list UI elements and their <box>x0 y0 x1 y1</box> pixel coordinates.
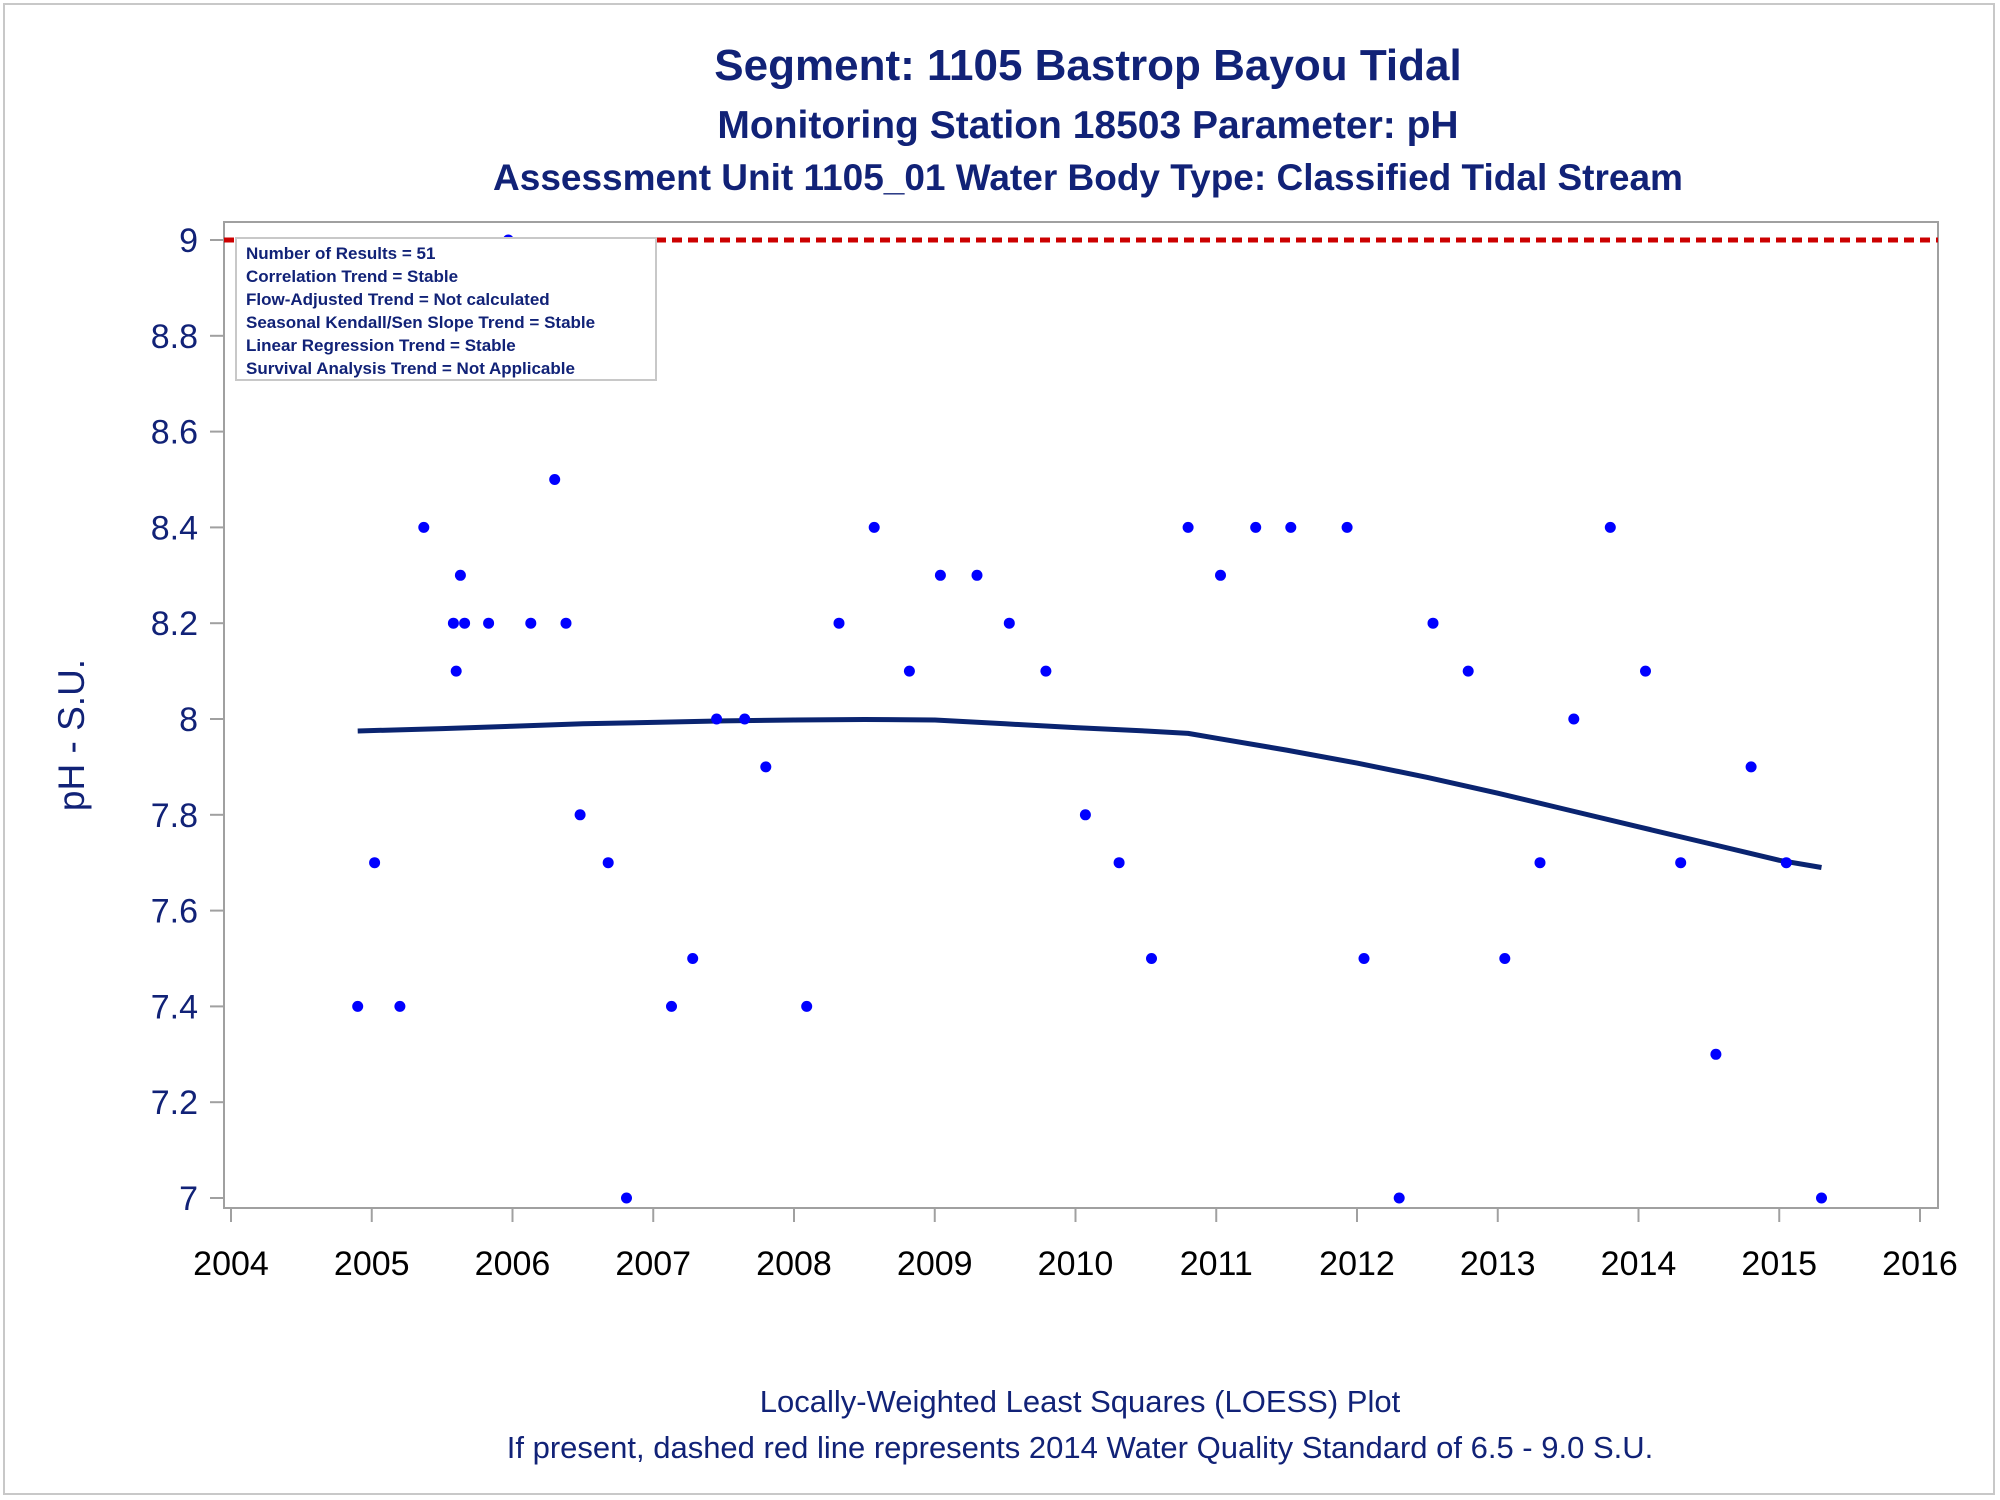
data-point <box>1675 857 1687 869</box>
x-tick-label: 2014 <box>1601 1245 1677 1283</box>
x-tick-label: 2010 <box>1038 1245 1114 1283</box>
x-tick-label: 2007 <box>615 1245 691 1283</box>
x-axis: 2004 2005 2006 2007 2008 2009 2010 2011 2012 2013… <box>193 1208 1958 1283</box>
inset-linear-regression-trend: Linear Regression Trend = Stable <box>246 336 516 355</box>
chart-subtitle-assessment: Assessment Unit 1105_01 Water Body Type:… <box>493 157 1683 198</box>
y-tick-label: 8.6 <box>151 414 198 452</box>
data-point <box>1040 665 1052 677</box>
data-point <box>459 617 471 629</box>
data-point <box>711 713 723 725</box>
data-point <box>1427 617 1439 629</box>
data-point <box>1499 953 1511 964</box>
data-point <box>483 617 495 629</box>
chart-title: Segment: 1105 Bastrop Bayou Tidal <box>714 41 1461 90</box>
y-tick-label: 7.8 <box>151 797 198 835</box>
data-point <box>352 1000 364 1012</box>
data-point <box>1816 1192 1827 1204</box>
y-tick-label: 9 <box>179 222 198 260</box>
data-point <box>1358 953 1370 964</box>
data-point <box>450 665 462 677</box>
data-point <box>1285 521 1297 533</box>
x-tick-label: 2011 <box>1180 1245 1253 1283</box>
y-tick-label: 8.4 <box>151 509 198 547</box>
data-point <box>369 857 381 869</box>
data-point <box>687 953 699 964</box>
inset-flow-adjusted-trend: Flow-Adjusted Trend = Not calculated <box>246 290 550 309</box>
data-point <box>868 521 880 533</box>
data-point <box>1182 521 1194 533</box>
y-tick-label: 8 <box>179 701 198 739</box>
data-point <box>602 857 614 869</box>
data-point <box>447 617 459 629</box>
x-tick-label: 2009 <box>897 1245 973 1283</box>
inset-correlation-trend: Correlation Trend = Stable <box>246 267 458 286</box>
inset-survival-analysis-trend: Survival Analysis Trend = Not Applicable <box>246 359 575 378</box>
data-point <box>760 761 772 773</box>
data-point <box>1003 617 1015 629</box>
data-point <box>1113 857 1125 869</box>
data-point <box>971 569 983 581</box>
data-point <box>1146 953 1157 964</box>
data-point <box>525 617 537 629</box>
y-tick-label: 7.6 <box>151 893 198 931</box>
data-point <box>1568 713 1580 725</box>
data-point <box>833 617 845 629</box>
plot-area <box>223 221 1939 1209</box>
data-point <box>621 1192 632 1204</box>
y-tick-label: 7.2 <box>151 1084 198 1122</box>
footnote-method: Locally-Weighted Least Squares (LOESS) P… <box>760 1384 1401 1419</box>
y-axis: 7 7.2 7.4 7.6 7.8 8 8.2 8.4 8.6 8.8 9 <box>151 222 224 1218</box>
x-tick-label: 2004 <box>193 1245 269 1283</box>
data-point <box>1534 857 1546 869</box>
data-point <box>1780 857 1792 869</box>
data-point <box>394 1000 406 1012</box>
inset-seasonal-kendall-trend: Seasonal Kendall/Sen Slope Trend = Stabl… <box>246 313 595 332</box>
y-tick-label: 7 <box>179 1180 198 1218</box>
data-point <box>1640 665 1651 677</box>
inset-number-of-results: Number of Results = 51 <box>246 244 435 263</box>
y-tick-label: 8.8 <box>151 318 198 356</box>
data-point <box>1393 1192 1405 1204</box>
data-point <box>574 809 586 821</box>
x-tick-label: 2012 <box>1319 1245 1395 1283</box>
chart-subtitle-station: Monitoring Station 18503 Parameter: pH <box>717 104 1458 147</box>
x-tick-label: 2008 <box>756 1245 832 1283</box>
loess-curve <box>357 717 1822 870</box>
x-tick-label: 2005 <box>334 1245 410 1283</box>
x-tick-label: 2016 <box>1882 1245 1958 1283</box>
data-point <box>549 474 561 485</box>
data-point <box>454 569 466 581</box>
data-point <box>1462 665 1474 677</box>
trend-summary-box: Number of Results = 51 Correlation Trend… <box>235 237 657 381</box>
y-axis-label: pH - S.U. <box>51 659 92 811</box>
loess-line <box>357 717 1822 870</box>
data-point <box>560 617 572 629</box>
x-tick-label: 2015 <box>1741 1245 1817 1283</box>
x-tick-label: 2013 <box>1460 1245 1536 1283</box>
data-point <box>1215 569 1226 581</box>
data-point <box>903 665 915 677</box>
data-point <box>418 521 430 533</box>
x-tick-label: 2006 <box>475 1245 551 1283</box>
data-point <box>1079 809 1091 821</box>
data-point <box>1250 521 1262 533</box>
data-point <box>1341 521 1353 533</box>
data-point <box>1710 1048 1722 1060</box>
data-point <box>934 569 946 581</box>
data-point <box>1745 761 1757 773</box>
data-point <box>801 1000 813 1012</box>
y-tick-label: 7.4 <box>151 988 198 1026</box>
footnote-standard: If present, dashed red line represents 2… <box>507 1430 1654 1465</box>
data-point <box>666 1000 677 1012</box>
data-point <box>739 713 751 725</box>
y-tick-label: 8.2 <box>151 605 198 643</box>
data-point <box>1604 521 1616 533</box>
